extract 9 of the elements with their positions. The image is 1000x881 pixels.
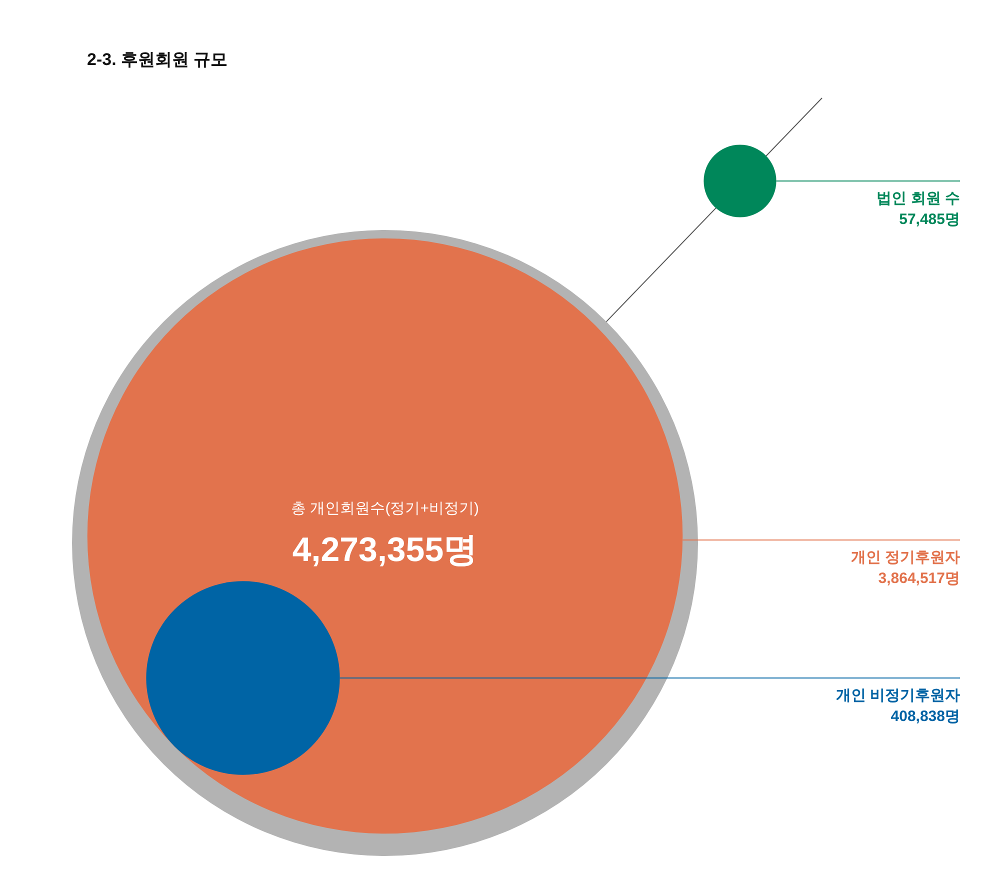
- category-label: 법인 회원 수: [876, 190, 960, 207]
- data-label: 408,838명: [890, 708, 960, 725]
- text: 2-3. 후원회원 규모: [87, 50, 228, 69]
- data-label: 3,864,517명: [878, 570, 960, 587]
- text: 총 개인회원수(정기+비정기): [291, 500, 479, 517]
- text: 4,273,355명: [292, 531, 478, 569]
- category-label: 개인 정기후원자: [850, 549, 960, 566]
- data-label: 57,485명: [899, 211, 960, 228]
- category-label: 개인 비정기후원자: [836, 687, 960, 704]
